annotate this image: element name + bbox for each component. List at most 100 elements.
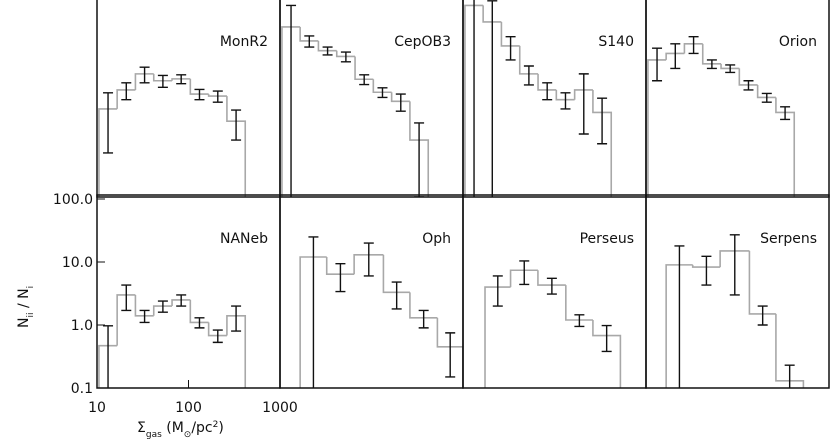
xlabel-part: (M	[162, 420, 184, 436]
panel-frame	[645, 194, 830, 389]
ylabel-part: i	[26, 286, 36, 289]
error-bar	[688, 36, 699, 55]
error-bar	[523, 65, 534, 86]
histogram-step	[719, 250, 750, 268]
histogram-step	[152, 305, 173, 316]
panel-title: NANeb	[220, 231, 268, 247]
histogram-step	[382, 254, 410, 294]
error-bar	[414, 122, 425, 197]
panel	[281, 4, 430, 197]
xlabel-part: gas	[146, 430, 162, 440]
error-bar	[701, 255, 712, 286]
error-bar	[395, 93, 406, 112]
x-tick-label: 100	[175, 400, 202, 416]
error-bar	[445, 332, 456, 378]
panel	[98, 284, 247, 388]
error-bar	[487, 0, 498, 197]
error-bar	[574, 314, 585, 328]
error-bar	[519, 260, 530, 286]
error-bar	[194, 317, 205, 329]
histogram-step	[189, 299, 209, 324]
error-bar	[340, 51, 351, 63]
histogram-step	[509, 269, 538, 288]
histogram-step	[171, 299, 191, 307]
error-bar	[212, 329, 223, 344]
panel-frame	[279, 194, 464, 389]
histogram-step	[665, 52, 685, 60]
error-bar	[121, 82, 132, 101]
histogram-step	[335, 50, 356, 58]
ylabel-part: ii	[26, 313, 36, 318]
panel-frame	[279, 0, 464, 198]
histogram-step	[152, 73, 173, 82]
panel-title: Serpens	[760, 231, 817, 247]
error-bar	[391, 281, 402, 310]
panel-frame	[462, 194, 647, 389]
error-bar	[743, 80, 754, 91]
y-tick-label: 10.0	[62, 255, 93, 271]
error-bar	[157, 74, 168, 89]
error-bar	[546, 277, 557, 295]
x-tick-label: 10	[88, 400, 106, 416]
error-bar	[729, 234, 740, 296]
histogram-step	[281, 26, 301, 197]
error-bar	[139, 309, 150, 324]
x-tick-label: 1000	[262, 400, 298, 416]
error-bar	[418, 309, 429, 329]
error-bar	[674, 245, 685, 388]
error-bar	[231, 305, 242, 332]
error-bar	[377, 87, 388, 99]
error-bar	[121, 284, 132, 312]
histogram-step	[207, 94, 227, 97]
histogram-step	[484, 286, 511, 388]
histogram-step	[748, 250, 776, 315]
histogram-step	[701, 43, 722, 65]
histogram-step	[353, 254, 384, 275]
error-bar	[176, 294, 187, 307]
error-bar	[652, 47, 663, 82]
xlabel-part: )	[218, 420, 223, 436]
xlabel-part: 2	[213, 420, 219, 430]
histogram-step	[500, 21, 520, 47]
error-bar	[670, 43, 681, 70]
error-bar	[363, 242, 374, 277]
panel-title: MonR2	[220, 34, 268, 50]
histogram-step	[171, 78, 191, 81]
x-axis-label: Σgas (M⊙/pc2)	[137, 420, 224, 440]
histogram-step	[464, 4, 484, 197]
histogram-step	[537, 270, 566, 286]
histogram-step	[647, 59, 667, 197]
histogram-step	[299, 26, 319, 42]
y-tick-label: 100.0	[53, 192, 93, 208]
error-bar	[194, 88, 205, 101]
histogram-step	[299, 256, 327, 388]
histogram-step	[354, 56, 374, 81]
panel-frame	[645, 0, 830, 198]
error-bar	[560, 92, 571, 110]
histogram-step	[565, 285, 593, 321]
ylabel-part: / N	[16, 288, 32, 312]
error-bar	[761, 92, 772, 103]
histogram-step	[683, 43, 703, 54]
histogram-step	[720, 63, 740, 70]
histogram-step	[665, 264, 693, 388]
panel	[647, 36, 796, 197]
ylabel-part: N	[16, 318, 32, 328]
error-bar	[176, 74, 187, 85]
error-bar	[103, 325, 114, 388]
panel-title: CepOB3	[394, 34, 451, 50]
histogram-step	[756, 84, 776, 99]
histogram-step	[691, 264, 721, 268]
error-bar	[578, 73, 589, 135]
xlabel-part: Σ	[137, 420, 146, 436]
error-bar	[725, 64, 736, 74]
error-bar	[139, 66, 150, 84]
panel-frame	[96, 194, 281, 389]
error-bar	[157, 300, 168, 313]
histogram-step	[134, 294, 154, 317]
error-bar	[542, 82, 553, 101]
error-bar	[308, 236, 319, 388]
histogram-step	[372, 79, 392, 94]
panel	[464, 0, 613, 197]
